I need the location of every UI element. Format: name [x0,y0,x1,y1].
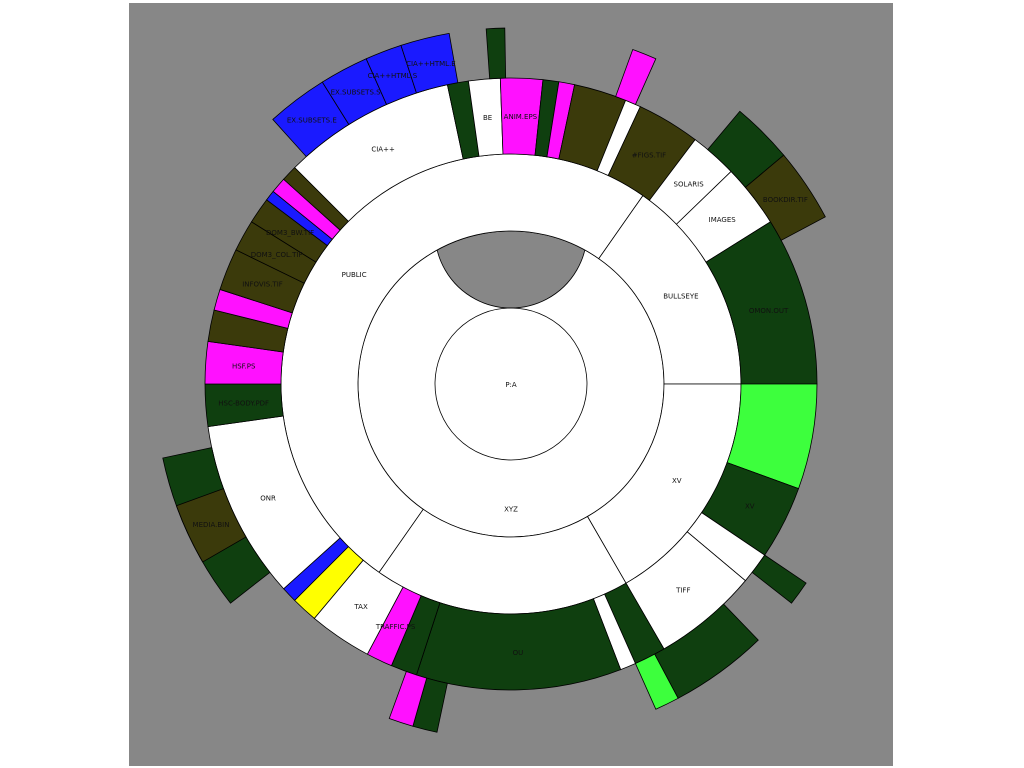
label-hsf: HSF.PS [232,362,256,370]
label-exsub2: EX.SUBSETS.S [331,89,382,97]
sunburst-diagram: P:A XYZ PUBLIC BULLSEYE XV CIA++ BE ANIM.EPS #FI… [162,27,826,733]
label-media: MEDIA.BIN [193,521,230,529]
label-public: PUBLIC [342,271,367,279]
label-be: BE [483,114,492,122]
sunburst-labels: P:A XYZ PUBLIC BULLSEYE XV CIA++ BE ANIM.EPS #FI… [193,60,808,657]
label-xvout: XV [745,503,755,511]
label-ciahtml2: CIA++HTML.E [406,60,456,68]
label-hscbody: HSC-BODY.PDF [218,400,269,408]
label-traffic: TRAFFIC.PS [375,623,416,631]
segment-r4f[interactable] [634,653,679,710]
sunburst-panel: P:A XYZ PUBLIC BULLSEYE XV CIA++ BE ANIM.EPS #FI… [129,3,893,766]
label-xv: XV [672,477,682,485]
segment-bookdir[interactable] [744,154,826,241]
label-exsub1: EX.SUBSETS.E [287,117,337,125]
label-tax: TAX [353,603,368,611]
sunburst-arcs [162,27,826,733]
label-bullseye: BULLSEYE [663,293,698,301]
segment-r4i[interactable] [175,488,247,563]
label-omon: OMON.OUT [749,307,789,315]
label-p: P:A [505,381,517,389]
segment-r4b[interactable] [615,48,657,105]
label-anim: ANIM.EPS [504,113,538,121]
label-images: IMAGES [709,216,737,224]
segment-r4a[interactable] [485,27,507,80]
segment-r4d[interactable] [751,554,807,604]
label-dom3col: DOM3_COL.TIF [251,251,303,259]
segment-r4h[interactable] [388,671,428,727]
root-ring-outline [434,307,588,461]
segment-ciahtml2[interactable] [400,32,459,94]
label-onr: ONR [260,494,276,502]
label-tiff: TIFF [675,586,690,594]
label-infovis: INFOVIS.TIF [242,281,283,289]
label-solaris: SOLARIS [674,180,705,188]
label-figs: #FIGS.TIF [632,151,666,159]
segment-r3o[interactable] [283,167,349,231]
label-bookdir: BOOKDIR.TIF [763,196,808,204]
label-cia: CIA++ [371,146,395,154]
label-xyz: XYZ [504,506,518,514]
label-ou: OU [513,649,524,657]
label-dom3bw: DOM3_BW.TIF [266,229,314,237]
label-ciahtml1: CIA++HTML.S [368,72,418,80]
